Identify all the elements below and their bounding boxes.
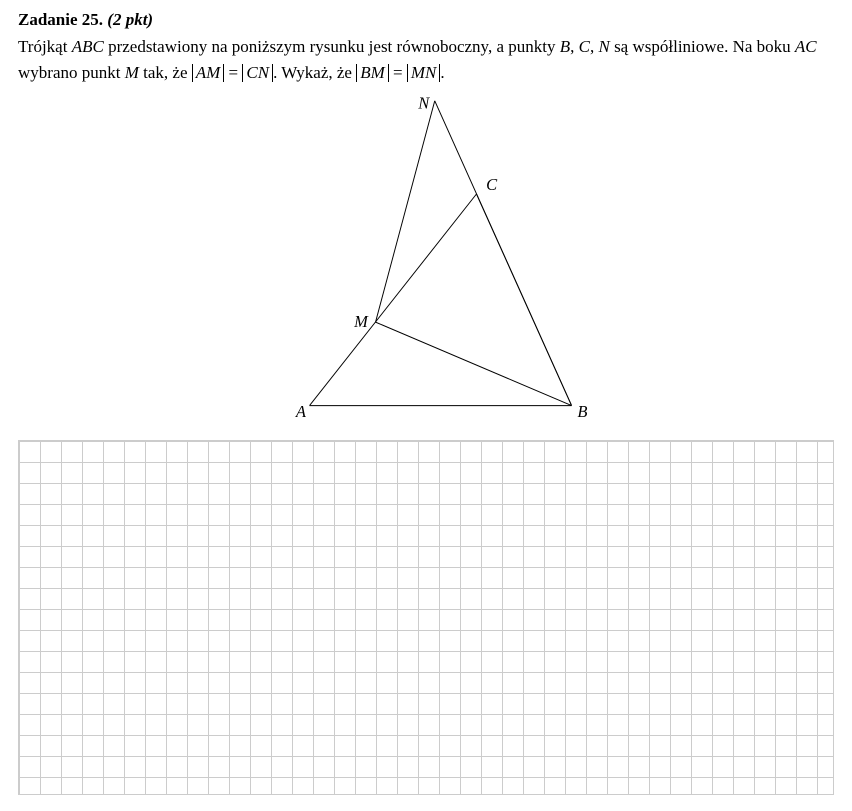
t13: tak, że — [139, 63, 192, 82]
task-body: Trójkąt ABC przedstawiony na poniższym r… — [18, 34, 834, 85]
pt-n: N — [598, 37, 609, 56]
abs-am: AM — [192, 64, 225, 83]
svg-text:M: M — [353, 312, 369, 331]
svg-text:C: C — [486, 175, 498, 194]
answer-grid — [18, 440, 834, 795]
abs-mn: MN — [407, 64, 441, 83]
eq2: = — [389, 63, 407, 82]
t3: przedstawiony na poniższym rysunku jest … — [104, 37, 560, 56]
pt-m: M — [125, 63, 139, 82]
t9: są współliniowe. Na boku — [610, 37, 795, 56]
side-ac: AC — [795, 37, 817, 56]
svg-text:B: B — [577, 402, 587, 421]
t1: Trójkąt — [18, 37, 72, 56]
t5: , — [570, 37, 579, 56]
abs-bm: BM — [356, 64, 389, 83]
figure-container: A B C N M — [18, 95, 834, 425]
t17: . Wykaż, że — [273, 63, 356, 82]
svg-text:A: A — [295, 402, 307, 421]
svg-text:N: N — [417, 95, 430, 113]
task-points: (2 pkt) — [107, 10, 153, 29]
task-number: Zadanie 25. — [18, 10, 103, 29]
triangle-abc: ABC — [72, 37, 104, 56]
t11: wybrano punkt — [18, 63, 125, 82]
abs-cn: CN — [242, 64, 273, 83]
geometry-figure: A B C N M — [226, 95, 626, 425]
pt-c: C — [579, 37, 590, 56]
figure-svg: A B C N M — [226, 95, 626, 425]
pt-b: B — [560, 37, 570, 56]
t21: . — [440, 63, 444, 82]
eq1: = — [224, 63, 242, 82]
task-header: Zadanie 25. (2 pkt) — [18, 10, 834, 30]
